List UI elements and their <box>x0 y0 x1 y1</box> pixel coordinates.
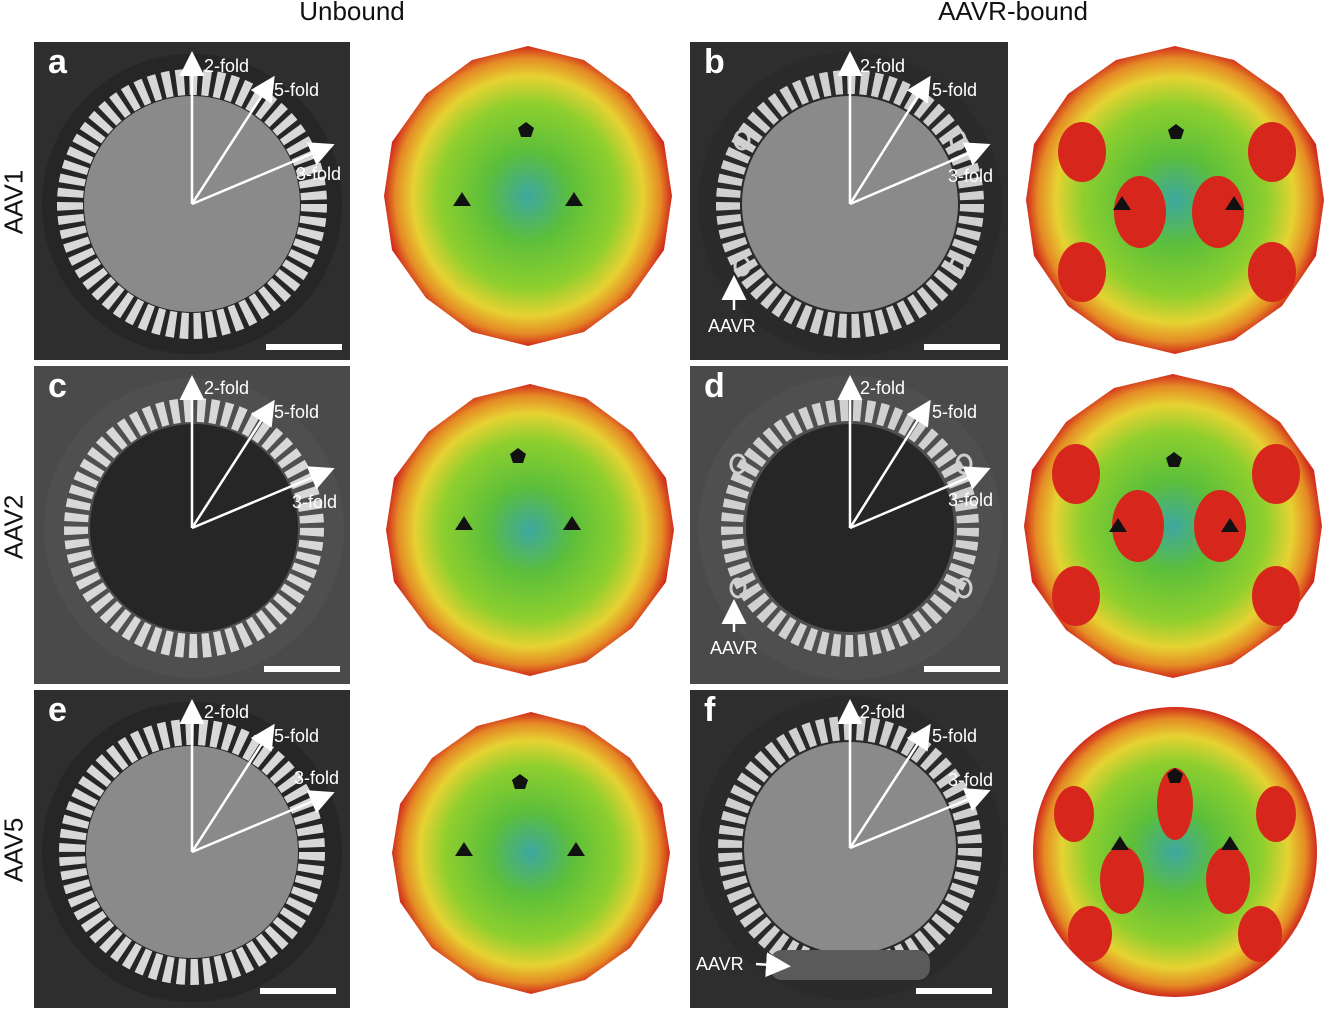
three-fold-marker-left <box>455 842 473 856</box>
label-2-fold: 2-fold <box>860 378 906 398</box>
five-fold-marker <box>1166 452 1182 467</box>
em-cross-section-a <box>42 51 342 354</box>
panel-letter: c <box>48 367 67 405</box>
scale-bar <box>264 666 340 672</box>
capsid-surface-aav5-unbound <box>386 708 676 998</box>
scale-bar <box>266 344 342 350</box>
panel-d-em-map: d 2-fold 5-fold 3-fold AAVR <box>690 366 1008 684</box>
three-fold-marker-left <box>1109 518 1127 532</box>
panel-letter: a <box>48 43 67 81</box>
panel-f-em-map: f 2-fold 5-fold 3-fold AAVR <box>690 690 1008 1008</box>
label-3-fold: 3-fold <box>948 490 994 510</box>
em-cross-section-e <box>42 699 342 1002</box>
label-3-fold: 3-fold <box>294 768 340 788</box>
label-5-fold: 5-fold <box>932 726 978 746</box>
five-fold-marker <box>510 448 526 463</box>
three-fold-marker-right <box>1225 196 1243 210</box>
three-fold-marker-right <box>1221 836 1239 850</box>
panel-letter: b <box>704 43 725 81</box>
em-cross-section-f <box>698 696 1002 1000</box>
three-fold-marker-left <box>453 192 471 206</box>
three-fold-marker-right <box>1221 518 1239 532</box>
five-fold-marker <box>1167 768 1183 783</box>
label-2-fold: 2-fold <box>860 702 906 722</box>
em-cross-section-d <box>698 375 1002 680</box>
five-fold-marker <box>1168 124 1184 139</box>
panel-a-em-map: a 2-fold 5-fold 3-fold <box>34 42 350 360</box>
scale-bar <box>916 988 992 994</box>
three-fold-marker-right <box>565 192 583 206</box>
panel-letter: d <box>704 367 725 405</box>
five-fold-marker <box>518 122 534 137</box>
panel-e-em-map: e 2-fold 5-fold 3-fold <box>34 690 350 1008</box>
capsid-surface-aav1-unbound <box>378 40 678 352</box>
capsid-surface-aav2-unbound <box>380 380 680 680</box>
em-cross-section-c <box>44 375 344 678</box>
label-3-fold: 3-fold <box>296 164 342 184</box>
label-aavr: AAVR <box>710 638 758 658</box>
five-fold-marker <box>512 774 528 789</box>
scale-bar <box>924 344 1000 350</box>
em-cross-section-b <box>698 51 1002 356</box>
label-3-fold: 3-fold <box>948 166 994 186</box>
capsid-surface-aav5-bound <box>1030 704 1320 1000</box>
three-fold-marker-right <box>563 516 581 530</box>
label-5-fold: 5-fold <box>274 80 320 100</box>
column-header-aavr-bound: AAVR-bound <box>938 0 1088 26</box>
three-fold-marker-right <box>567 842 585 856</box>
capsid-surface-aav2-bound <box>1020 370 1326 682</box>
panel-c-em-map: c 2-fold 5-fold 3-fold <box>34 366 350 684</box>
three-fold-marker-left <box>455 516 473 530</box>
panel-letter: e <box>48 691 67 729</box>
panel-b-em-map: b 2-fold 5-fold 3-fold AAVR <box>690 42 1008 360</box>
label-2-fold: 2-fold <box>204 56 250 76</box>
scale-bar <box>260 988 336 994</box>
row-label-aav1: AAV1 <box>0 169 29 235</box>
label-5-fold: 5-fold <box>932 80 978 100</box>
label-5-fold: 5-fold <box>274 726 320 746</box>
label-3-fold: 3-fold <box>948 770 994 790</box>
label-2-fold: 2-fold <box>860 56 906 76</box>
row-label-aav2: AAV2 <box>0 494 29 560</box>
label-3-fold: 3-fold <box>292 492 338 512</box>
three-fold-marker-left <box>1111 836 1129 850</box>
label-2-fold: 2-fold <box>204 378 250 398</box>
label-5-fold: 5-fold <box>932 402 978 422</box>
label-2-fold: 2-fold <box>204 702 250 722</box>
capsid-surface-aav1-bound <box>1022 42 1328 358</box>
panel-letter: f <box>704 691 716 729</box>
scale-bar <box>924 666 1000 672</box>
column-header-unbound: Unbound <box>299 0 405 26</box>
label-aavr: AAVR <box>696 954 744 974</box>
label-5-fold: 5-fold <box>274 402 320 422</box>
three-fold-marker-left <box>1113 196 1131 210</box>
row-label-aav5: AAV5 <box>0 817 29 883</box>
label-aavr: AAVR <box>708 316 756 336</box>
